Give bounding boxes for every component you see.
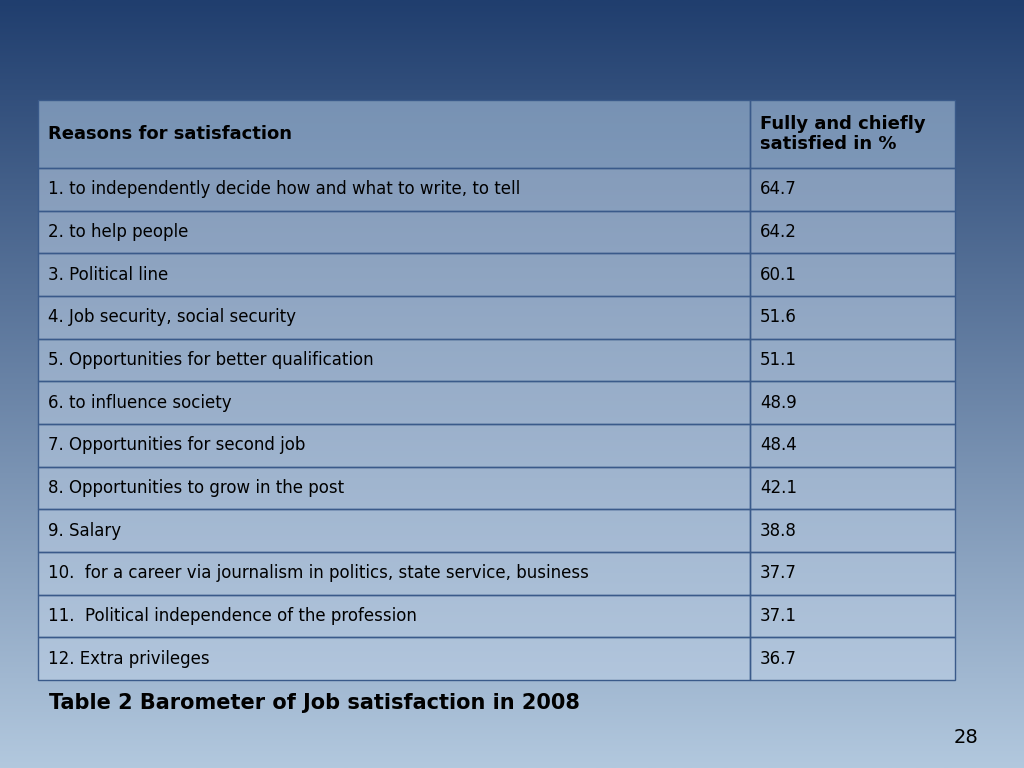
Bar	[750, 100, 955, 168]
Text: 10.  for a career via journalism in politics, state service, business: 10. for a career via journalism in polit…	[48, 564, 589, 582]
Text: 48.4: 48.4	[760, 436, 797, 455]
FancyBboxPatch shape	[38, 424, 750, 467]
FancyBboxPatch shape	[750, 168, 955, 210]
FancyBboxPatch shape	[38, 382, 750, 424]
Bar	[38, 253, 750, 296]
Bar	[38, 382, 750, 424]
FancyBboxPatch shape	[750, 210, 955, 253]
FancyBboxPatch shape	[38, 594, 750, 637]
Text: 36.7: 36.7	[760, 650, 797, 667]
Bar	[38, 168, 750, 210]
Text: 12. Extra privileges: 12. Extra privileges	[48, 650, 210, 667]
Text: Reasons for satisfaction: Reasons for satisfaction	[48, 125, 292, 143]
FancyBboxPatch shape	[38, 168, 750, 210]
Text: 37.7: 37.7	[760, 564, 797, 582]
Bar	[38, 637, 750, 680]
Text: 1. to independently decide how and what to write, to tell: 1. to independently decide how and what …	[48, 180, 520, 198]
Text: 3. Political line: 3. Political line	[48, 266, 168, 283]
Text: 42.1: 42.1	[760, 479, 797, 497]
Bar	[750, 467, 955, 509]
Bar	[750, 382, 955, 424]
Text: 11.  Political independence of the profession: 11. Political independence of the profes…	[48, 607, 417, 625]
Bar	[750, 594, 955, 637]
Bar	[38, 552, 750, 594]
FancyBboxPatch shape	[38, 253, 750, 296]
Text: 51.6: 51.6	[760, 308, 797, 326]
FancyBboxPatch shape	[38, 467, 750, 509]
Bar	[750, 296, 955, 339]
Bar	[750, 339, 955, 382]
FancyBboxPatch shape	[38, 339, 750, 382]
Text: 64.7: 64.7	[760, 180, 797, 198]
Text: Table 2 Barometer of Job satisfaction in 2008: Table 2 Barometer of Job satisfaction in…	[49, 693, 580, 713]
FancyBboxPatch shape	[750, 637, 955, 680]
Bar	[38, 467, 750, 509]
FancyBboxPatch shape	[750, 552, 955, 594]
Text: 7. Opportunities for second job: 7. Opportunities for second job	[48, 436, 305, 455]
FancyBboxPatch shape	[750, 296, 955, 339]
Bar	[750, 637, 955, 680]
Text: 51.1: 51.1	[760, 351, 797, 369]
Text: 9. Salary: 9. Salary	[48, 521, 121, 540]
Bar	[38, 339, 750, 382]
FancyBboxPatch shape	[750, 424, 955, 467]
FancyBboxPatch shape	[38, 210, 750, 253]
Bar	[750, 509, 955, 552]
FancyBboxPatch shape	[750, 467, 955, 509]
Bar	[38, 100, 750, 168]
Bar	[750, 552, 955, 594]
Text: 64.2: 64.2	[760, 223, 797, 241]
Bar	[750, 253, 955, 296]
Text: Fully and chiefly
satisfied in %: Fully and chiefly satisfied in %	[760, 114, 926, 154]
Text: 2. to help people: 2. to help people	[48, 223, 188, 241]
FancyBboxPatch shape	[750, 509, 955, 552]
FancyBboxPatch shape	[750, 339, 955, 382]
Bar	[750, 210, 955, 253]
Bar	[750, 168, 955, 210]
FancyBboxPatch shape	[38, 552, 750, 594]
Text: 60.1: 60.1	[760, 266, 797, 283]
Text: 38.8: 38.8	[760, 521, 797, 540]
Text: 6. to influence society: 6. to influence society	[48, 394, 231, 412]
Bar	[38, 424, 750, 467]
Bar	[38, 296, 750, 339]
Text: 48.9: 48.9	[760, 394, 797, 412]
FancyBboxPatch shape	[750, 253, 955, 296]
Text: 5. Opportunities for better qualification: 5. Opportunities for better qualificatio…	[48, 351, 374, 369]
Bar	[750, 424, 955, 467]
Text: 37.1: 37.1	[760, 607, 797, 625]
Text: 4. Job security, social security: 4. Job security, social security	[48, 308, 296, 326]
FancyBboxPatch shape	[38, 509, 750, 552]
FancyBboxPatch shape	[750, 594, 955, 637]
Bar	[38, 509, 750, 552]
Text: 28: 28	[953, 728, 978, 746]
FancyBboxPatch shape	[38, 100, 750, 168]
Bar	[38, 210, 750, 253]
FancyBboxPatch shape	[750, 100, 955, 168]
Text: 8. Opportunities to grow in the post: 8. Opportunities to grow in the post	[48, 479, 344, 497]
FancyBboxPatch shape	[38, 296, 750, 339]
FancyBboxPatch shape	[750, 382, 955, 424]
Bar	[38, 594, 750, 637]
FancyBboxPatch shape	[38, 637, 750, 680]
